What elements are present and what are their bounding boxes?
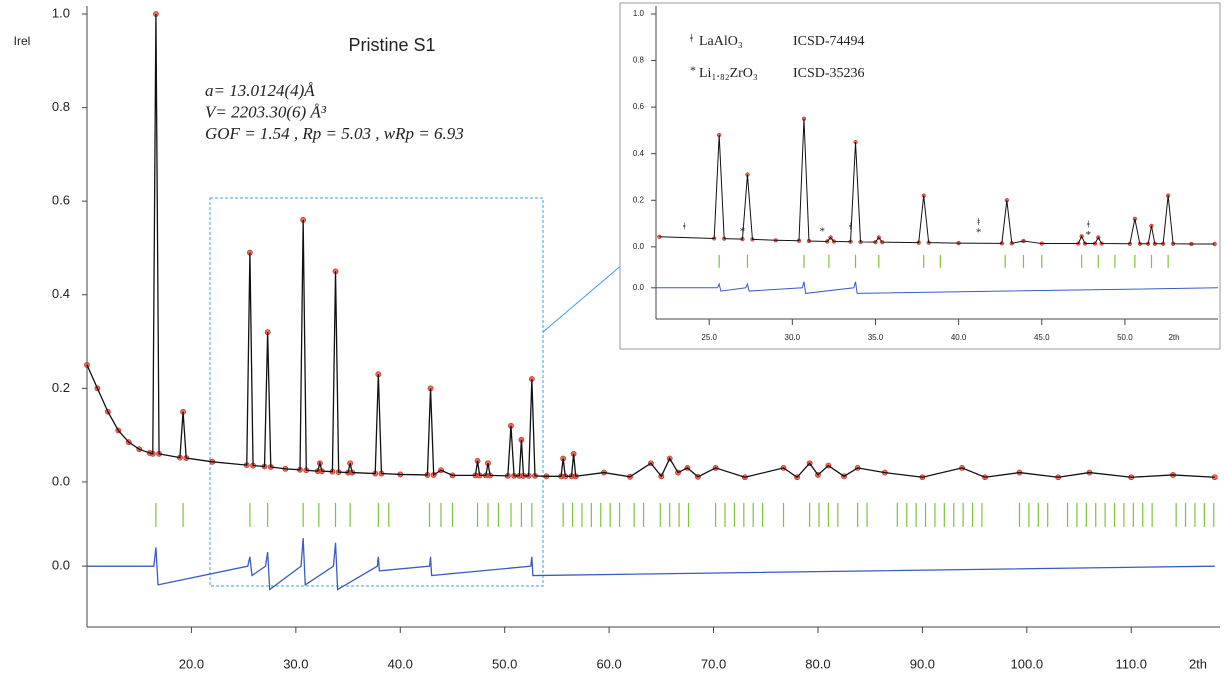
- phase-marker: ǂ: [1087, 218, 1090, 230]
- series-line: [87, 538, 1215, 591]
- y-tick-label: 0.2: [633, 195, 645, 204]
- x-tick-label: 40.0: [951, 333, 967, 342]
- y-tick-label: 0.2: [52, 380, 70, 395]
- x-tick-label: 35.0: [868, 333, 884, 342]
- x-tick-label: 20.0: [179, 656, 204, 671]
- series-line: [659, 118, 1215, 245]
- phase-marker: *: [1086, 229, 1092, 241]
- y-tick-label: 0.6: [633, 102, 645, 111]
- y-tick-label: 0.0: [52, 473, 70, 488]
- plots: 0.0 0.0 0.2 0.4 0.6 0.8 1.0 20.0 30.0 40.0 50.0 60.…: [14, 5, 1220, 671]
- x-tick-label: 30.0: [283, 656, 308, 671]
- x-tick-label: 70.0: [701, 656, 726, 671]
- x-tick-label: 40.0: [388, 656, 413, 671]
- x-tick-label: 80.0: [805, 656, 830, 671]
- x-tick-label: 100.0: [1011, 656, 1044, 671]
- phase-marker: ǂ: [849, 221, 852, 233]
- y-tick-label: 0.4: [633, 149, 645, 158]
- y-tick-label: 1.0: [52, 5, 70, 20]
- x-axis-label: 2th: [1168, 333, 1179, 342]
- series-line: [656, 281, 1219, 294]
- y-tick-label: 0.0: [52, 558, 70, 573]
- x-tick-label: 25.0: [701, 333, 717, 342]
- phase-marker: *: [820, 225, 826, 237]
- phase-symbol: ǂ: [690, 31, 693, 45]
- phase-formula: LaAlO₃: [699, 34, 743, 49]
- phase-code: ICSD-74494: [793, 34, 865, 49]
- y-tick-label: 0.8: [633, 56, 645, 65]
- annotation: a= 13.0124(4)Å: [205, 81, 315, 100]
- y-tick-label: 0.0: [633, 242, 645, 251]
- x-tick-label: 45.0: [1034, 333, 1050, 342]
- x-tick-label: 90.0: [910, 656, 935, 671]
- y-tick-label: 1.0: [633, 9, 645, 18]
- phase-marker: ǂ: [683, 221, 686, 233]
- x-tick-label: 30.0: [785, 333, 801, 342]
- series-line: [86, 13, 1215, 479]
- y-axis-label: Irel: [14, 34, 31, 48]
- y-tick-label: 0.6: [52, 193, 70, 208]
- inset-frame: [619, 2, 1221, 350]
- x-tick-label: 60.0: [596, 656, 621, 671]
- phase-formula: Li₁.₈₂ZrO₃: [699, 66, 758, 81]
- x-axis-label: 2th: [1189, 656, 1207, 671]
- phase-marker: *: [740, 225, 746, 237]
- x-tick-label: 110.0: [1115, 656, 1147, 671]
- phase-code: ICSD-35236: [793, 66, 865, 81]
- y-tick-label: 0.8: [52, 99, 70, 114]
- y-tick-label: 0.4: [52, 286, 70, 301]
- chart-title: Pristine S1: [348, 35, 435, 55]
- zoom-arrow: [542, 257, 631, 333]
- phase-marker: ǂ: [977, 216, 980, 228]
- phase-marker: *: [976, 227, 982, 239]
- y-tick-label: 0.0: [633, 283, 645, 292]
- phase-symbol: *: [690, 63, 696, 77]
- annotation: GOF = 1.54 , Rp = 5.03 , wRp = 6.93: [205, 124, 464, 143]
- x-tick-label: 50.0: [492, 656, 517, 671]
- zoom-box: [209, 197, 544, 587]
- annotation: V= 2203.30(6) Å³: [205, 102, 327, 121]
- x-tick-label: 50.0: [1117, 333, 1133, 342]
